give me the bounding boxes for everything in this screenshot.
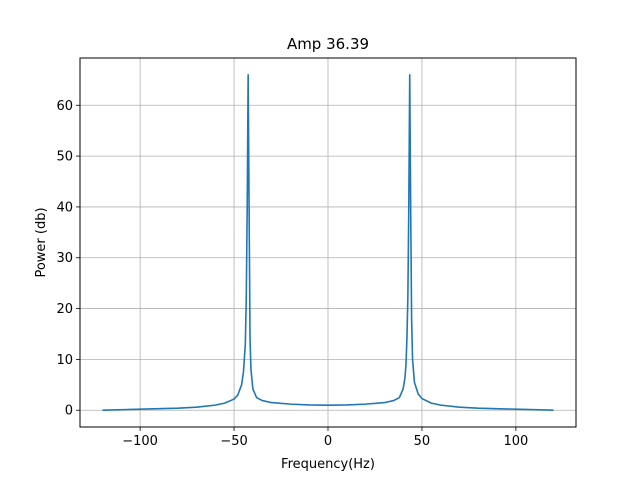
- y-tick-label: 0: [65, 404, 73, 419]
- y-tick-label: 10: [56, 353, 73, 368]
- x-tick-label: 50: [414, 434, 431, 449]
- x-axis-title: Frequency(Hz): [281, 457, 375, 472]
- x-tick-label: −100: [122, 434, 158, 449]
- axis-ticks: −100 −50 0 50 100 0 10 20 30 40 50 60: [56, 99, 528, 449]
- series-line: [102, 73, 554, 412]
- grid: [80, 58, 576, 427]
- y-tick-label: 30: [56, 251, 73, 266]
- y-tick-label: 40: [56, 200, 73, 215]
- x-tick-label: 100: [503, 434, 528, 449]
- y-axis-title: Power (db): [34, 207, 49, 277]
- x-tick-label: −50: [220, 434, 247, 449]
- y-tick-label: 60: [56, 99, 73, 114]
- y-tick-label: 50: [56, 150, 73, 165]
- x-tick-label: 0: [324, 434, 332, 449]
- y-tick-label: 20: [56, 302, 73, 317]
- chart-title: Amp 36.39: [287, 35, 369, 53]
- plot-area: [102, 73, 554, 412]
